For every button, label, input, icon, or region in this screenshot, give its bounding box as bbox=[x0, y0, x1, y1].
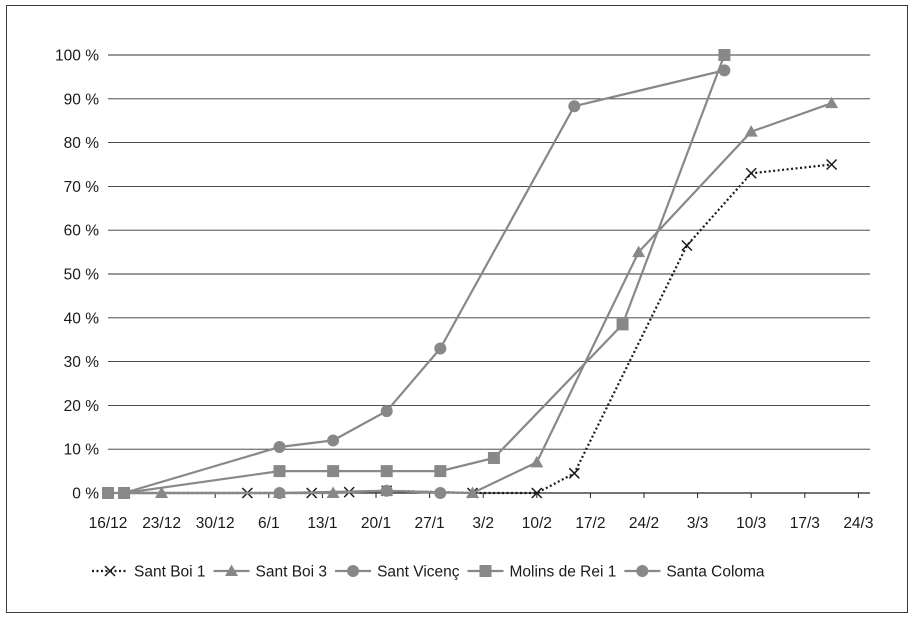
x-tick-label: 24/3 bbox=[843, 515, 873, 532]
x-tick-label: 3/2 bbox=[472, 515, 494, 532]
y-tick-label: 40 % bbox=[64, 310, 100, 327]
x-tick-label: 10/2 bbox=[522, 515, 552, 532]
x-tick-label: 10/3 bbox=[736, 515, 766, 532]
legend-label: Sant Boi 3 bbox=[256, 564, 328, 581]
data-point bbox=[487, 451, 500, 464]
y-tick-label: 100 % bbox=[55, 48, 99, 65]
x-tick-label: 24/2 bbox=[629, 515, 659, 532]
x-tick-label: 27/1 bbox=[415, 515, 445, 532]
data-point bbox=[530, 455, 544, 468]
data-point bbox=[434, 487, 447, 499]
data-point bbox=[380, 405, 393, 418]
chart-frame bbox=[6, 5, 908, 613]
x-tick-label: 17/3 bbox=[790, 515, 820, 532]
series-5 bbox=[118, 64, 731, 499]
data-point bbox=[273, 487, 286, 499]
data-point bbox=[744, 125, 758, 137]
legend-item: Sant Vicenç bbox=[335, 564, 460, 581]
data-point bbox=[102, 487, 114, 499]
legend-label: Sant Vicenç bbox=[377, 564, 460, 581]
x-tick-label: 13/1 bbox=[307, 515, 337, 532]
x-tick-label: 16/12 bbox=[89, 515, 128, 532]
data-point bbox=[465, 486, 479, 498]
data-point bbox=[380, 484, 393, 497]
y-tick-label: 90 % bbox=[64, 91, 100, 108]
data-point bbox=[327, 434, 340, 447]
series-line bbox=[123, 69, 725, 495]
x-tick-label: 30/12 bbox=[196, 515, 235, 532]
legend-label: Molins de Rei 1 bbox=[510, 564, 617, 581]
series-1 bbox=[118, 158, 838, 499]
y-axis-tick-labels: 0 % 10 % 20 % 30 % 40 % 50 % 60 % 70 % 80 % 90 % 1… bbox=[55, 48, 99, 503]
data-point bbox=[826, 158, 838, 171]
y-tick-label: 20 % bbox=[64, 398, 100, 415]
data-point bbox=[568, 100, 581, 113]
x-axis-tick-labels: 16/12 23/12 30/12 6/1 13/1 20/1 27/1 3/2 10/2 17/… bbox=[89, 515, 874, 532]
y-tick-label: 30 % bbox=[64, 354, 100, 371]
data-point bbox=[681, 239, 693, 252]
data-point bbox=[718, 49, 731, 61]
y-tick-label: 0 % bbox=[72, 486, 99, 503]
legend-item: Sant Boi 3 bbox=[213, 564, 328, 581]
data-point bbox=[745, 167, 757, 179]
legend: Sant Boi 1 Sant Boi 3 Sant Vicenç Molins de… bbox=[92, 564, 765, 581]
y-tick-label: 80 % bbox=[64, 135, 100, 152]
data-point bbox=[632, 245, 646, 258]
x-tick-label: 6/1 bbox=[258, 515, 280, 532]
series-line bbox=[124, 489, 441, 495]
y-tick-label: 60 % bbox=[64, 223, 100, 240]
y-tick-label: 70 % bbox=[64, 179, 100, 196]
legend-marker bbox=[225, 564, 239, 576]
series-line bbox=[124, 163, 832, 495]
x-tick-label: 23/12 bbox=[142, 515, 181, 532]
legend-marker bbox=[347, 565, 360, 577]
data-point bbox=[273, 465, 286, 478]
data-point bbox=[718, 64, 731, 77]
y-tick-label: 10 % bbox=[64, 442, 100, 459]
data-point bbox=[825, 96, 839, 109]
data-point bbox=[568, 467, 580, 479]
data-point bbox=[380, 465, 393, 478]
series-layer bbox=[102, 49, 839, 499]
legend-marker bbox=[479, 565, 492, 577]
x-tick-label: 17/2 bbox=[575, 515, 605, 532]
legend-item: Sant Boi 1 bbox=[92, 564, 206, 581]
data-point bbox=[273, 441, 286, 454]
legend-item: Santa Coloma bbox=[624, 564, 765, 581]
legend-label: Santa Coloma bbox=[666, 564, 765, 581]
gridlines bbox=[108, 54, 870, 494]
x-tick-label: 20/1 bbox=[361, 515, 391, 532]
x-tick-label: 3/3 bbox=[687, 515, 709, 532]
legend-marker bbox=[104, 565, 116, 577]
data-point bbox=[327, 465, 340, 478]
series-2 bbox=[117, 96, 839, 498]
data-point bbox=[616, 318, 629, 331]
y-tick-label: 50 % bbox=[64, 267, 100, 284]
data-point bbox=[531, 487, 543, 499]
legend-label: Sant Boi 1 bbox=[134, 564, 206, 581]
data-point bbox=[434, 465, 447, 478]
data-point bbox=[434, 342, 447, 355]
series-line bbox=[124, 102, 832, 495]
legend-item: Molins de Rei 1 bbox=[467, 564, 617, 581]
data-point bbox=[118, 487, 131, 499]
legend-marker bbox=[636, 565, 649, 577]
